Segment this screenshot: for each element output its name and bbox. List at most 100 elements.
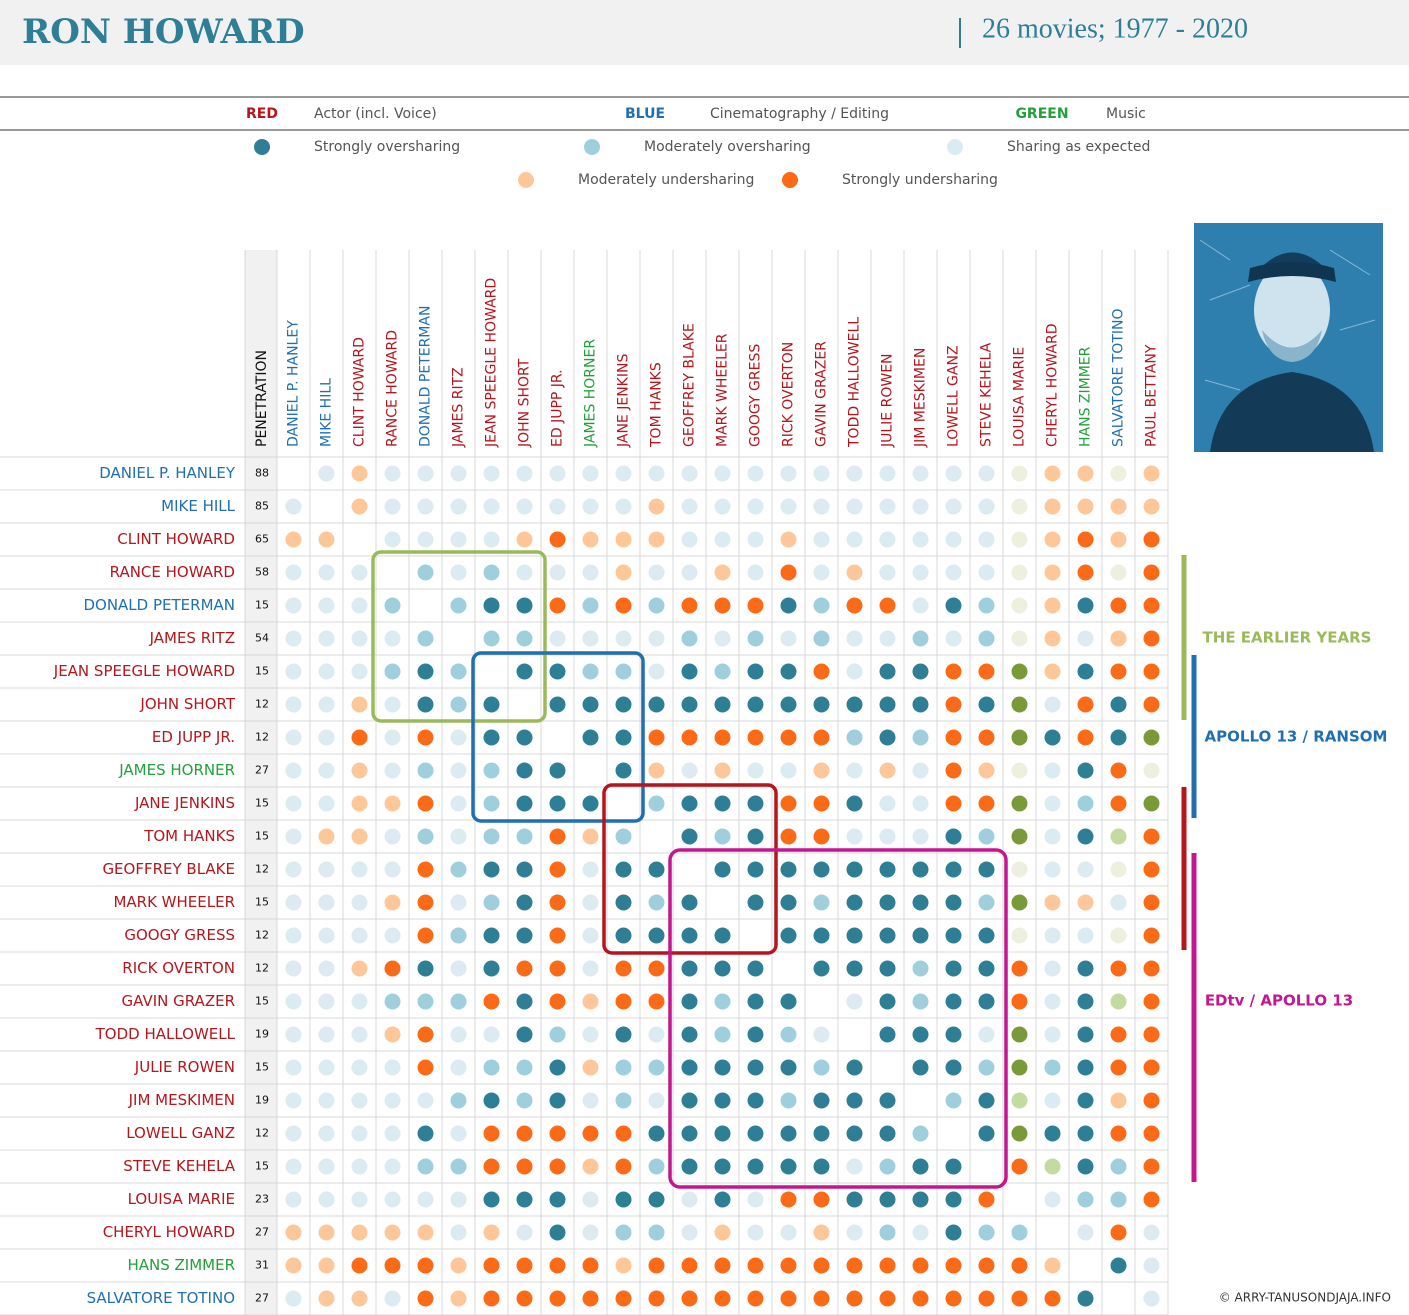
cell-dot <box>1110 1257 1127 1274</box>
cell-dot <box>747 828 764 845</box>
cell-dot <box>516 828 533 845</box>
cell-dot <box>747 564 764 581</box>
row-label: DANIEL P. HANLEY <box>99 464 236 482</box>
cell-dot <box>945 762 962 779</box>
cell-dot <box>846 1158 863 1175</box>
cell-dot <box>681 762 698 779</box>
cell-dot <box>417 531 434 548</box>
cell-dot <box>780 1092 797 1109</box>
cell-dot <box>681 663 698 680</box>
cell-dot <box>846 531 863 548</box>
cell-dot <box>549 663 566 680</box>
cell-dot <box>1077 1224 1094 1241</box>
cell-dot <box>747 1092 764 1109</box>
credit: © ARRY-TANUSONDJAJA.INFO <box>1219 1291 1391 1305</box>
cell-dot <box>384 1059 401 1076</box>
cell-dot <box>351 993 368 1010</box>
row-label: JIM MESKIMEN <box>128 1091 235 1109</box>
cell-dot <box>450 1224 467 1241</box>
cell-dot <box>1143 465 1160 482</box>
row-label: ED JUPP JR. <box>152 728 235 746</box>
cell-dot <box>450 696 467 713</box>
cell-dot <box>417 762 434 779</box>
cell-dot <box>1011 993 1028 1010</box>
cell-dot <box>615 762 632 779</box>
cell-dot <box>1044 663 1061 680</box>
cell-dot <box>681 795 698 812</box>
cell-dot <box>648 1059 665 1076</box>
cell-dot <box>1077 828 1094 845</box>
cell-dot <box>747 663 764 680</box>
cell-dot <box>582 1092 599 1109</box>
cell-dot <box>714 465 731 482</box>
cell-dot <box>1110 531 1127 548</box>
cell-dot <box>318 894 335 911</box>
legend-label: Strongly oversharing <box>314 139 460 155</box>
cell-dot <box>780 531 797 548</box>
cell-dot <box>384 861 401 878</box>
cell-dot <box>813 960 830 977</box>
cell-dot <box>318 1059 335 1076</box>
row-label: GEOFFREY BLAKE <box>102 860 235 878</box>
cell-dot <box>615 663 632 680</box>
cell-dot <box>450 894 467 911</box>
cell-dot <box>1011 1224 1028 1241</box>
cell-dot <box>615 1092 632 1109</box>
cell-dot <box>747 1059 764 1076</box>
cell-dot <box>1143 993 1160 1010</box>
cell-dot <box>681 531 698 548</box>
cell-dot <box>1011 861 1028 878</box>
cell-dot <box>351 564 368 581</box>
cell-dot <box>681 894 698 911</box>
cell-dot <box>1011 1125 1028 1142</box>
cell-dot <box>450 927 467 944</box>
cell-dot <box>747 597 764 614</box>
cell-dot <box>384 1191 401 1208</box>
legend-role: GREEN <box>1015 106 1068 122</box>
cell-dot <box>318 465 335 482</box>
cell-dot <box>351 630 368 647</box>
row-label: MIKE HILL <box>161 497 236 515</box>
cell-dot <box>648 960 665 977</box>
cell-dot <box>1044 762 1061 779</box>
cell-dot <box>1110 597 1127 614</box>
cell-dot <box>285 1158 302 1175</box>
cell-dot <box>417 1191 434 1208</box>
cell-dot <box>813 498 830 515</box>
cell-dot <box>714 597 731 614</box>
row-label: CHERYL HOWARD <box>103 1223 235 1241</box>
cell-dot <box>549 1125 566 1142</box>
cell-dot <box>318 729 335 746</box>
cell-dot <box>1110 795 1127 812</box>
cell-dot <box>978 1224 995 1241</box>
cell-dot <box>549 927 566 944</box>
cell-dot <box>879 828 896 845</box>
cell-dot <box>681 1059 698 1076</box>
cell-dot <box>483 1224 500 1241</box>
legend-dot <box>254 139 270 155</box>
cell-dot <box>879 1290 896 1307</box>
cell-dot <box>450 729 467 746</box>
penetration: 12 <box>255 929 269 942</box>
cell-dot <box>582 663 599 680</box>
cell-dot <box>516 597 533 614</box>
cell-dot <box>714 630 731 647</box>
cell-dot <box>714 993 731 1010</box>
cell-dot <box>813 465 830 482</box>
row-label: TODD HALLOWELL <box>95 1025 236 1043</box>
cell-dot <box>648 663 665 680</box>
cell-dot <box>384 1290 401 1307</box>
cell-dot <box>483 564 500 581</box>
cell-dot <box>1143 498 1160 515</box>
cell-dot <box>846 828 863 845</box>
cell-dot <box>780 465 797 482</box>
cell-dot <box>1011 696 1028 713</box>
cell-dot <box>747 1158 764 1175</box>
cell-dot <box>747 960 764 977</box>
cell-dot <box>1110 1224 1127 1241</box>
title: RON HOWARD <box>22 12 305 52</box>
cell-dot <box>879 1191 896 1208</box>
cell-dot <box>978 1026 995 1043</box>
cell-dot <box>1143 1191 1160 1208</box>
cell-dot <box>1143 1290 1160 1307</box>
